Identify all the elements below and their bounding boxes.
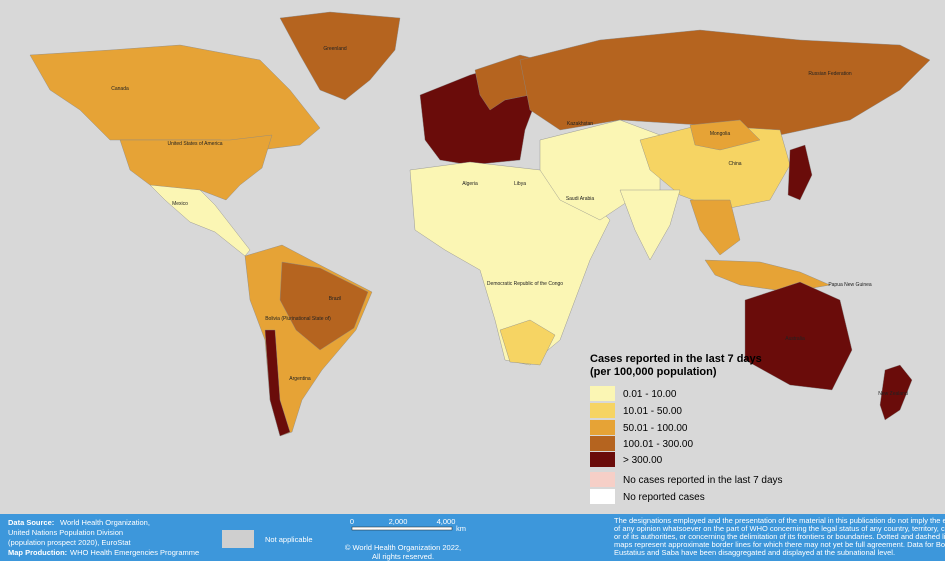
australia xyxy=(744,281,853,391)
production-label: Map Production: xyxy=(8,548,67,557)
legend-title: Cases reported in the last 7 days xyxy=(590,353,762,365)
scale-unit: km xyxy=(456,524,466,533)
legend-swatch xyxy=(590,452,615,467)
scale-label: 0 xyxy=(350,517,354,526)
source-label: Data Source: xyxy=(8,518,54,527)
legend-title: (per 100,000 population) xyxy=(590,366,717,378)
country-label: Algeria xyxy=(462,181,478,187)
not-applicable-swatch xyxy=(222,530,254,548)
legend-swatch xyxy=(590,489,615,504)
country-label: United States of America xyxy=(167,141,222,147)
source-text: World Health Organization, xyxy=(60,518,150,527)
country-label: Bolivia (Plurinational State of) xyxy=(265,316,331,322)
production-text: WHO Health Emergencies Programme xyxy=(70,548,199,557)
copyright: All rights reserved. xyxy=(372,552,434,561)
country-label: Saudi Arabia xyxy=(566,196,595,202)
country-label: China xyxy=(728,161,741,167)
country-label: Libya xyxy=(514,181,526,187)
footer: Data Source: World Health Organization,U… xyxy=(8,516,945,561)
country-label: Greenland xyxy=(323,46,347,52)
mongolia xyxy=(689,119,761,151)
country-label: Brazil xyxy=(329,296,342,302)
copyright: © World Health Organization 2022, xyxy=(345,543,461,552)
legend-swatch xyxy=(590,403,615,418)
canada xyxy=(29,44,321,151)
country-label: Democratic Republic of the Congo xyxy=(487,281,563,287)
legend-label: No cases reported in the last 7 days xyxy=(623,475,783,486)
country-label: Mexico xyxy=(172,201,188,207)
country-label: Papua New Guinea xyxy=(828,282,872,288)
source-text: United Nations Population Division xyxy=(8,528,123,537)
source-text: (population prospect 2020), EuroStat xyxy=(8,538,131,547)
legend-swatch xyxy=(590,436,615,451)
map-labels: Greenland Canada United States of America R… xyxy=(111,46,908,397)
legend-label: No reported cases xyxy=(623,492,705,503)
country-label: Russian Federation xyxy=(808,71,852,77)
usa xyxy=(119,134,273,201)
not-applicable-label: Not applicable xyxy=(265,535,313,544)
legend-swatch xyxy=(590,420,615,435)
disclaimer: of any opinion whatsoever on the part of… xyxy=(614,524,945,533)
legend: Cases reported in the last 7 days(per 10… xyxy=(590,353,783,504)
land xyxy=(29,11,931,437)
country-label: Australia xyxy=(785,336,805,342)
japan xyxy=(787,144,813,201)
new-zealand xyxy=(879,364,913,421)
country-label: New Zealand xyxy=(878,391,908,397)
disclaimer: Eustatius and Saba have been disaggregat… xyxy=(614,548,895,557)
footer-band xyxy=(0,514,945,561)
india xyxy=(619,189,681,261)
chile xyxy=(264,329,291,437)
greenland xyxy=(279,11,401,101)
legend-swatch xyxy=(590,386,615,401)
scale-label: 2,000 xyxy=(389,517,408,526)
legend-label: 100.01 - 300.00 xyxy=(623,439,693,450)
scale-bar xyxy=(351,526,453,531)
legend-label: > 300.00 xyxy=(623,455,663,466)
country-label: Argentina xyxy=(289,376,311,382)
country-label: Canada xyxy=(111,86,129,92)
legend-swatch xyxy=(590,472,615,487)
legend-label: 0.01 - 10.00 xyxy=(623,389,677,400)
disclaimer: or of its authorities, or concerning the… xyxy=(614,532,945,541)
se-asia xyxy=(689,199,741,256)
southern-africa xyxy=(499,319,556,366)
legend-label: 50.01 - 100.00 xyxy=(623,423,688,434)
disclaimer: maps represent approximate border lines … xyxy=(614,540,945,549)
country-label: Mongolia xyxy=(710,131,731,137)
country-label: Kazakhstan xyxy=(567,121,593,127)
legend-label: 10.01 - 50.00 xyxy=(623,406,682,417)
scale-label: 4,000 xyxy=(437,517,456,526)
brazil xyxy=(279,261,369,351)
disclaimer: The designations employed and the presen… xyxy=(614,516,945,525)
russia xyxy=(519,29,931,136)
